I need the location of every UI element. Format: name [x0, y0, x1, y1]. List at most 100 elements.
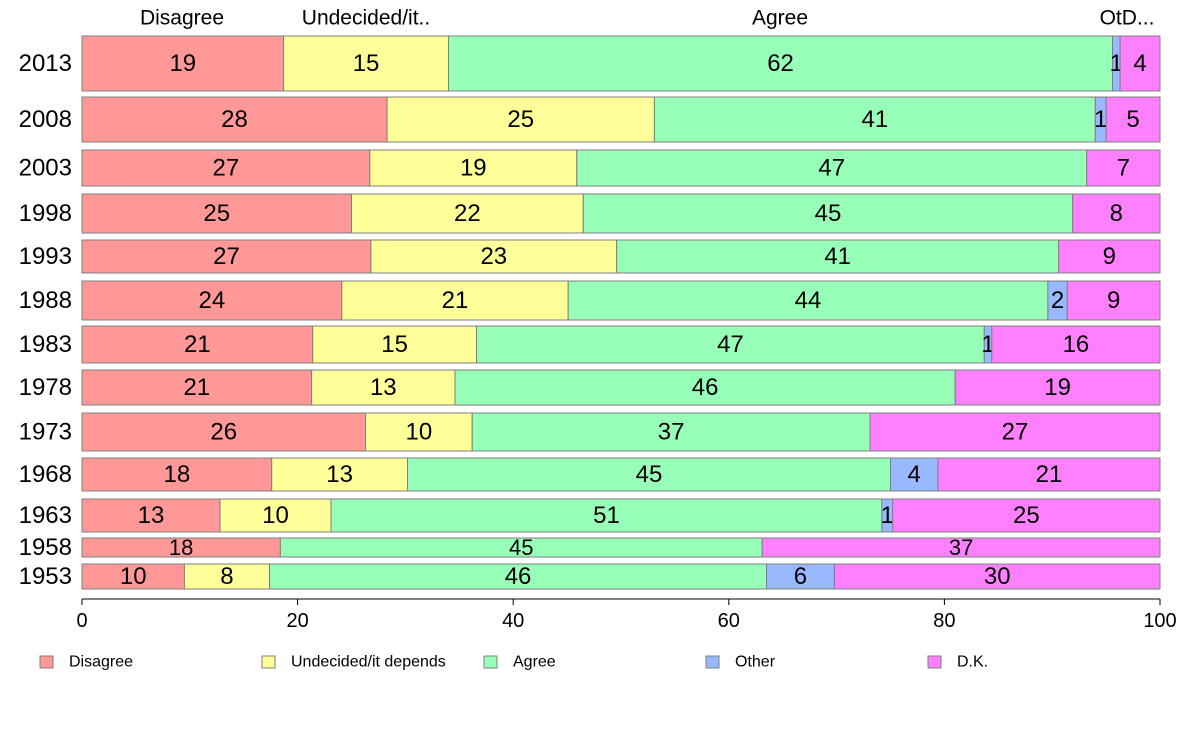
bar-segment-1993-0	[81, 239, 372, 274]
data-label-1963-1: 10	[262, 502, 289, 529]
bar-segment-1978-4	[954, 369, 1161, 406]
bar-segment-2003-4	[1086, 149, 1161, 187]
x-tick-label-60: 60	[718, 610, 740, 632]
data-label-1953-4: 30	[984, 563, 1011, 590]
x-tick-label-80: 80	[933, 610, 955, 632]
legend-label-3: Other	[735, 654, 776, 671]
bar-segment-1988-2	[567, 280, 1049, 321]
data-label-2008-0: 28	[221, 106, 248, 133]
bar-segment-1958-4	[761, 537, 1161, 558]
data-label-1978-4: 19	[1044, 374, 1071, 401]
y-tick-label-2003: 2003	[19, 155, 72, 182]
data-label-1963-4: 25	[1013, 502, 1040, 529]
data-label-1983-2: 47	[717, 331, 744, 358]
data-label-1983-0: 21	[184, 331, 211, 358]
legend-swatch-2	[483, 655, 498, 669]
y-tick-label-1993: 1993	[19, 243, 72, 270]
data-label-1958-0: 18	[169, 535, 193, 560]
bar-segment-1963-4	[892, 498, 1161, 533]
bar-segment-2008-4	[1105, 96, 1161, 143]
data-label-1953-2: 46	[505, 563, 532, 590]
bar-segment-2003-0	[81, 149, 371, 187]
legend-label-0: Disagree	[69, 654, 133, 671]
bar-segment-1953-2	[269, 563, 768, 590]
data-label-1998-0: 25	[203, 200, 230, 227]
data-label-1993-4: 9	[1103, 243, 1116, 270]
data-label-1973-0: 26	[210, 419, 237, 446]
bar-segment-1988-4	[1066, 280, 1161, 321]
data-label-1988-3: 2	[1051, 287, 1064, 314]
bar-segment-1993-2	[616, 239, 1060, 274]
bar-segment-2008-2	[653, 96, 1096, 143]
legend-swatch-4	[927, 655, 942, 669]
data-label-1968-3: 4	[908, 461, 921, 488]
data-label-2013-2: 62	[767, 50, 794, 77]
data-label-1993-1: 23	[480, 243, 507, 270]
bar-segment-2013-0	[81, 35, 285, 92]
bar-segment-1968-2	[407, 457, 891, 492]
data-label-1973-2: 37	[658, 419, 685, 446]
data-label-1978-2: 46	[692, 374, 719, 401]
bar-segment-1998-4	[1072, 193, 1161, 234]
top-series-label-3: OtD...	[1100, 7, 1155, 30]
data-label-1988-1: 21	[442, 287, 469, 314]
data-label-2003-4: 7	[1117, 155, 1130, 182]
bar-segment-2003-2	[576, 149, 1088, 187]
top-series-label-1: Undecided/it..	[302, 7, 430, 30]
data-label-1983-1: 15	[381, 331, 408, 358]
bar-segment-1973-2	[471, 412, 871, 452]
y-tick-label-1983: 1983	[19, 331, 72, 358]
top-series-label-0: Disagree	[140, 7, 224, 30]
data-label-2003-2: 47	[818, 155, 845, 182]
bar-segment-1988-0	[81, 280, 343, 321]
data-label-1998-1: 22	[454, 200, 481, 227]
data-label-2003-1: 19	[460, 155, 487, 182]
data-label-1988-0: 24	[199, 287, 226, 314]
bar-segment-1993-4	[1058, 239, 1161, 274]
data-label-2008-2: 41	[862, 106, 889, 133]
bar-segment-2013-4	[1119, 35, 1161, 92]
legend-swatch-0	[39, 655, 54, 669]
data-label-1963-3: 1	[881, 502, 894, 529]
data-label-1973-1: 10	[406, 419, 433, 446]
data-label-1988-2: 44	[795, 287, 822, 314]
bar-segment-2008-0	[81, 96, 388, 143]
data-label-1968-2: 45	[636, 461, 663, 488]
data-label-1953-3: 6	[794, 563, 807, 590]
bar-segment-1953-4	[833, 563, 1161, 590]
y-tick-label-1958: 1958	[19, 534, 72, 561]
y-tick-label-1998: 1998	[19, 200, 72, 227]
bar-segment-1988-1	[341, 280, 569, 321]
data-label-1988-4: 9	[1107, 287, 1120, 314]
data-label-1968-1: 13	[326, 461, 353, 488]
y-tick-label-1953: 1953	[19, 563, 72, 590]
bar-segment-1968-1	[271, 457, 409, 492]
bar-segment-2013-1	[283, 35, 450, 92]
bar-segment-1978-0	[81, 369, 313, 406]
data-label-2013-0: 19	[169, 50, 196, 77]
data-label-1978-0: 21	[183, 374, 210, 401]
bar-segment-1968-4	[937, 457, 1161, 492]
bar-segment-1998-2	[582, 193, 1074, 234]
bar-segment-1953-1	[183, 563, 271, 590]
y-tick-label-1973: 1973	[19, 419, 72, 446]
data-label-2008-1: 25	[507, 106, 534, 133]
data-label-1968-4: 21	[1036, 461, 1063, 488]
x-tick-label-0: 0	[76, 610, 87, 632]
bar-segment-1963-0	[81, 498, 221, 533]
data-label-1958-4: 37	[949, 535, 973, 560]
bar-segment-1963-2	[330, 498, 883, 533]
legend-label-1: Undecided/it depends	[291, 654, 446, 671]
y-tick-label-2013: 2013	[19, 50, 72, 77]
bar-segment-1983-1	[312, 325, 478, 364]
data-label-1958-2: 45	[509, 535, 533, 560]
legend-label-2: Agree	[513, 654, 556, 671]
bar-segment-1973-1	[365, 412, 473, 452]
bar-segment-1973-4	[869, 412, 1161, 452]
data-label-2013-1: 15	[353, 50, 380, 77]
bar-segment-1953-3	[766, 563, 835, 590]
data-label-1963-0: 13	[138, 502, 165, 529]
bar-segment-1983-4	[991, 325, 1161, 364]
data-label-1973-4: 27	[1002, 419, 1029, 446]
